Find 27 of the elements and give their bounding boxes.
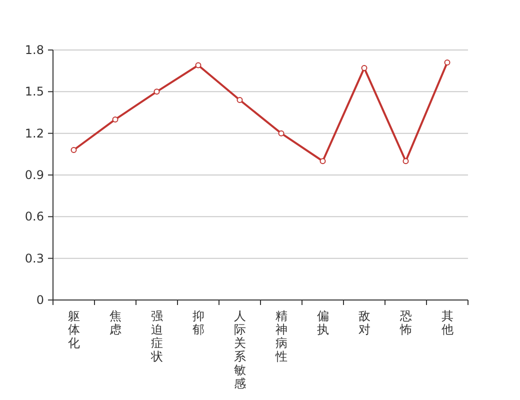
y-tick-label: 0 — [36, 293, 44, 307]
x-tick-label: 敌对 — [358, 309, 370, 336]
y-tick-label: 0.3 — [24, 251, 44, 266]
point — [112, 116, 118, 122]
x-tick-label: 人际关系敏感 — [234, 309, 246, 390]
y-tick-label: 1.5 — [24, 84, 44, 99]
point — [402, 158, 409, 164]
x-tick-label: 抑郁 — [192, 309, 204, 336]
y-tick-label: 1.2 — [24, 126, 44, 140]
x-tick-label: 强迫症状 — [150, 309, 163, 364]
point — [70, 147, 77, 153]
y-tick-label: 0.6 — [24, 210, 44, 224]
point — [195, 62, 202, 68]
x-tick-label: 偏执 — [316, 309, 329, 336]
point — [444, 60, 450, 66]
point — [320, 158, 326, 164]
point — [361, 65, 368, 72]
y-tick-label: 0.9 — [24, 168, 44, 182]
x-tick-label: 焦虑 — [109, 309, 122, 336]
point — [236, 97, 243, 103]
x-tick-label: 恐怖 — [398, 309, 412, 336]
point — [278, 130, 284, 136]
x-tick-label: 躯体化 — [68, 309, 80, 350]
x-tick-label: 精神病性 — [274, 309, 288, 364]
x-tick-label: 其他 — [441, 309, 454, 336]
point — [154, 88, 160, 95]
y-tick-label: 1.8 — [24, 43, 44, 57]
